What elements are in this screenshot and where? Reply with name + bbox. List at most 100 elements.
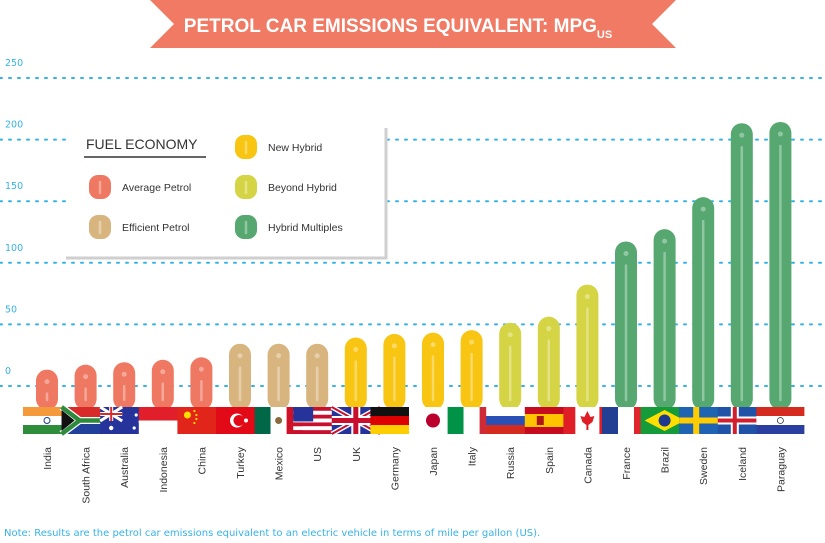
py-blue <box>756 425 805 434</box>
x-label-italy: Italy <box>467 446 479 466</box>
spain-flag <box>524 407 573 434</box>
bar-dot-mexico <box>276 353 282 359</box>
footnote: Note: Results are the petrol car emissio… <box>4 528 541 539</box>
bar-south-africa <box>74 364 97 410</box>
us-flag <box>293 407 342 435</box>
is-cross-h-red <box>717 418 766 423</box>
bar-dot-paraguay <box>777 131 783 137</box>
bars <box>36 121 792 411</box>
us-stripe-0 <box>293 407 342 411</box>
au-star-1 <box>134 413 138 417</box>
x-label-iceland: Iceland <box>737 447 749 481</box>
legend-shadow <box>66 128 388 260</box>
sa-green-y <box>60 405 110 436</box>
bar-india <box>36 369 58 410</box>
y-tick-label-0: 0 <box>5 366 11 377</box>
tr-star <box>244 418 248 423</box>
id-red <box>138 407 187 421</box>
uk-cross-h-red <box>331 418 380 423</box>
us-stripe-1 <box>293 410 342 415</box>
ru-white <box>486 407 535 416</box>
tr-crescent-inner <box>233 415 245 426</box>
india-flag <box>23 407 71 434</box>
au-cross-h-red <box>100 413 123 415</box>
x-label-china: China <box>196 447 208 475</box>
ca-red-left <box>563 407 576 434</box>
py-emblem <box>777 417 784 424</box>
x-label-australia: Australia <box>119 447 131 488</box>
x-label-france: France <box>621 447 633 480</box>
id-white <box>138 420 187 434</box>
cn-star-2 <box>195 417 198 421</box>
it-white <box>463 407 480 434</box>
ru-red <box>486 425 535 434</box>
bar-dot-uk <box>353 347 359 353</box>
flag-strip <box>23 404 805 437</box>
x-label-turkey: Turkey <box>235 446 247 478</box>
cn-star-0 <box>193 409 196 413</box>
de-black <box>370 407 419 416</box>
y-axis-ticks: 0 50 100 150 200 250 <box>5 58 23 377</box>
x-label-canada: Canada <box>582 447 594 484</box>
us-stripe-5 <box>293 426 342 431</box>
legend-box <box>66 128 386 258</box>
x-label-south-africa: South Africa <box>81 447 93 504</box>
y-tick-label-150: 150 <box>5 181 23 192</box>
y-tick-label-200: 200 <box>5 120 23 131</box>
bar-dot-sweden <box>700 206 706 212</box>
legend: FUEL ECONOMY Average Petrol Efficient Pet… <box>66 128 388 260</box>
cn-star-1 <box>195 413 198 417</box>
es-emblem <box>536 416 544 425</box>
bar-dot-indonesia <box>160 369 166 375</box>
y-tick-label-50: 50 <box>5 304 17 315</box>
jp-sun <box>426 413 440 428</box>
mx-green <box>254 407 271 434</box>
de-gold <box>370 425 419 434</box>
germany-flag <box>370 407 419 434</box>
bar-dot-brazil <box>662 238 668 244</box>
bar-dot-france <box>623 250 629 256</box>
bar-dot-australia <box>121 371 127 377</box>
legend-label-new: New Hybrid <box>268 142 322 154</box>
x-label-indonesia: Indonesia <box>158 447 170 493</box>
legend-label-multiples: Hybrid Multiples <box>268 222 343 234</box>
india-saffron <box>23 407 71 416</box>
bar-dot-iceland <box>739 132 745 138</box>
py-red <box>756 407 805 416</box>
legend-label-efficient: Efficient Petrol <box>122 222 190 234</box>
russia-flag <box>486 407 535 434</box>
x-label-germany: Germany <box>389 446 401 490</box>
y-tick-label-250: 250 <box>5 58 23 69</box>
bar-dot-russia <box>507 332 513 338</box>
ru-blue <box>486 416 535 425</box>
legend-label-average: Average Petrol <box>122 182 191 194</box>
es-red-top <box>524 407 573 414</box>
fr-white <box>618 407 634 434</box>
paraguay-flag <box>756 407 805 434</box>
x-label-us: US <box>312 447 324 462</box>
cn-star-3 <box>193 421 196 425</box>
bar-dot-india <box>44 379 50 385</box>
au-star-3 <box>132 426 136 430</box>
bar-dot-italy <box>469 339 475 345</box>
x-label-brazil: Brazil <box>660 447 672 473</box>
india-wheel <box>43 417 51 424</box>
bar-dot-japan <box>430 342 436 348</box>
us-stripe-6 <box>293 430 342 435</box>
x-label-japan: Japan <box>428 447 440 476</box>
title-ribbon <box>150 0 676 48</box>
x-label-india: India <box>42 447 54 470</box>
de-red <box>370 416 419 425</box>
x-label-russia: Russia <box>505 447 517 479</box>
x-label-spain: Spain <box>544 447 556 474</box>
india-green <box>23 425 71 434</box>
bar-dot-spain <box>546 326 552 332</box>
y-tick-label-100: 100 <box>5 243 23 254</box>
legend-label-beyond: Beyond Hybrid <box>268 182 337 194</box>
legend-title: FUEL ECONOMY <box>86 136 198 152</box>
py-white <box>756 416 805 425</box>
south-africa-flag <box>59 404 110 437</box>
bar-dot-us <box>314 353 320 359</box>
bar-dot-turkey <box>237 353 243 359</box>
